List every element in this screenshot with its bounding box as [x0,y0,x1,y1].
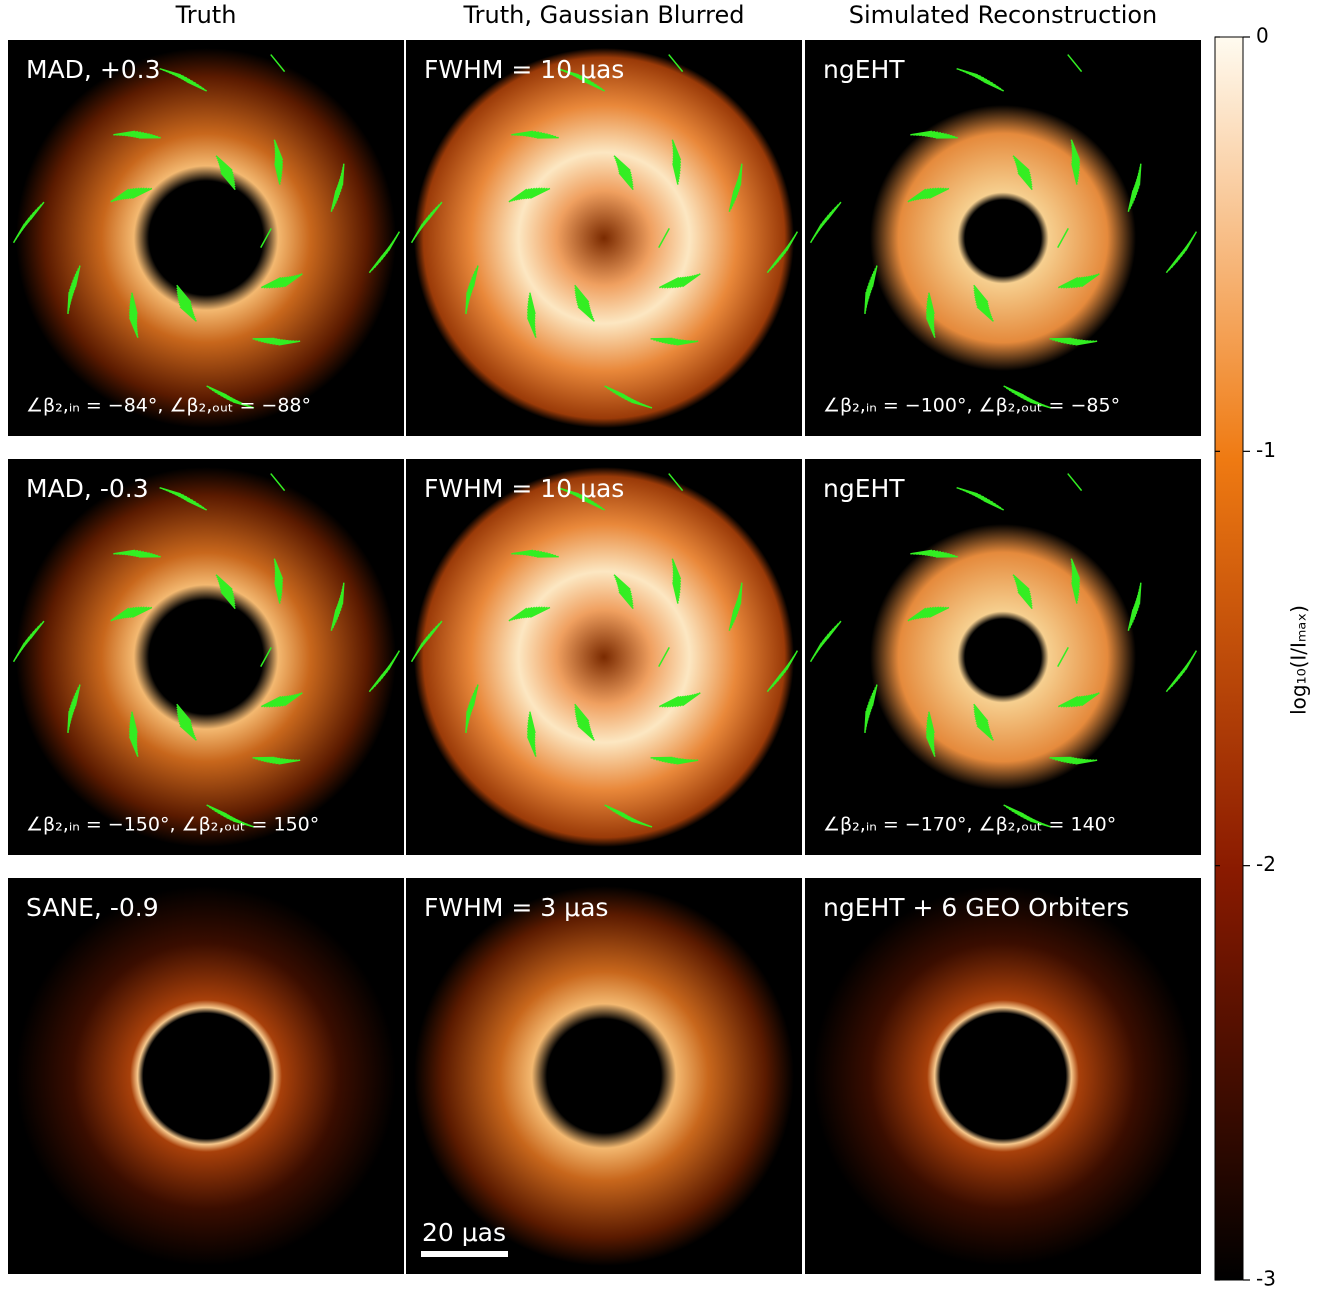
source-emission [16,48,396,428]
panel-label: ngEHT + 6 GEO Orbiters [823,893,1129,922]
source-emission [16,886,396,1266]
panel-label: ngEHT [823,55,905,84]
panels: Truth Truth, Gaussian Blurred Simulated Re… [8,1,1201,1274]
panel-label: FWHM = 3 μas [424,893,608,922]
panel-label: FWHM = 10 μas [424,55,624,84]
source-emission [414,48,794,428]
panel-annotation: ∠β₂,ᵢₙ = −100°, ∠β₂,ₒᵤₜ = −85° [823,395,1120,417]
colorbar-tick-label: -3 [1256,1267,1276,1291]
column-title: Truth [175,1,237,29]
scalebar-label: 20 μas [422,1218,506,1247]
panel-label: MAD, +0.3 [26,55,161,84]
column-title: Simulated Reconstruction [849,1,1158,29]
scalebar [421,1251,508,1257]
colorbar [1215,37,1243,1280]
colorbar-tick-label: -1 [1256,438,1276,462]
panel-annotation: ∠β₂,ᵢₙ = −150°, ∠β₂,ₒᵤₜ = 150° [26,814,319,836]
source-emission [414,467,794,847]
source-emission [414,886,794,1266]
source-emission [813,467,1193,847]
source-emission [813,886,1193,1266]
panel-annotation: ∠β₂,ᵢₙ = −84°, ∠β₂,ₒᵤₜ = −88° [26,395,311,417]
colorbar-label: log₁₀(I/Iₘₐₓ) [1287,605,1311,715]
column-title: Truth, Gaussian Blurred [463,1,745,29]
source-emission [813,48,1193,428]
panel-label: FWHM = 10 μas [424,474,624,503]
panel-label: ngEHT [823,474,905,503]
panel-label: SANE, -0.9 [26,893,159,922]
panel-annotation: ∠β₂,ᵢₙ = −170°, ∠β₂,ₒᵤₜ = 140° [823,814,1116,836]
source-emission [16,467,396,847]
panel-label: MAD, -0.3 [26,474,149,503]
colorbar-tick-label: 0 [1256,24,1269,48]
colorbar-tick-label: -2 [1256,852,1276,876]
